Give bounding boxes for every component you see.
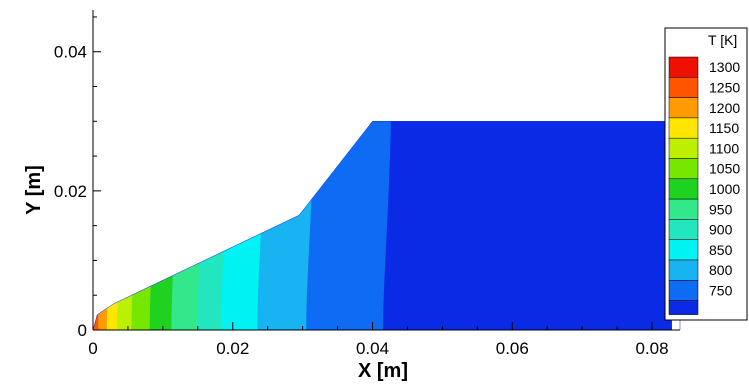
- legend-label: 1200: [709, 100, 740, 116]
- legend-label: 1100: [709, 140, 739, 156]
- axes: 0 0.02 0.04 0.06 0.08 0 0.02 0.04: [54, 10, 680, 358]
- legend-swatch: [668, 219, 699, 240]
- contour-band: [306, 121, 394, 330]
- x-tick-label: 0.02: [216, 339, 249, 358]
- legend-swatch: [668, 178, 699, 200]
- legend-label: 1300: [709, 59, 740, 75]
- temperature-contour-bands: [93, 121, 680, 330]
- legend-swatch: [668, 300, 699, 315]
- legend-label: 1150: [709, 120, 739, 136]
- legend-swatch: [668, 198, 699, 220]
- x-tick-label: 0: [88, 339, 97, 358]
- legend-swatch: [668, 239, 699, 261]
- y-axis-label: Y [m]: [23, 165, 45, 215]
- legend-label: 1250: [709, 79, 740, 95]
- y-tick-label: 0.04: [54, 43, 87, 62]
- x-axis-ticks: 0 0.02 0.04 0.06 0.08: [88, 322, 669, 358]
- legend-entries: 1300 1250 1200 1150 1100 1050 1000 950 900 850 800…: [668, 56, 740, 315]
- y-tick-label: 0.02: [54, 182, 87, 201]
- contour-band: [93, 121, 99, 330]
- legend-label: 850: [709, 242, 733, 258]
- x-tick-label: 0.06: [496, 339, 529, 358]
- contour-band: [98, 121, 115, 330]
- legend-label: 950: [709, 201, 733, 217]
- x-tick-label: 0.08: [636, 339, 669, 358]
- legend-swatch: [668, 117, 699, 139]
- contour-band: [93, 121, 106, 330]
- legend: T [K] 1300 1250 1200 1150 1100 1050 1000 950 900…: [664, 27, 748, 321]
- y-axis-ticks: 0 0.02 0.04: [54, 16, 101, 340]
- legend-label: 750: [709, 282, 733, 298]
- contour-band: [117, 121, 142, 330]
- x-tick-label: 0.04: [356, 339, 389, 358]
- legend-swatch: [668, 97, 699, 119]
- legend-label: 900: [709, 222, 733, 238]
- x-axis-label: X [m]: [358, 360, 408, 382]
- legend-label: 1050: [709, 161, 740, 177]
- legend-title: T [K]: [708, 32, 737, 48]
- legend-label: 1000: [709, 181, 740, 197]
- legend-swatch: [668, 56, 699, 78]
- legend-swatch: [668, 158, 699, 180]
- legend-swatch: [668, 280, 699, 301]
- legend-label: 800: [709, 262, 733, 278]
- legend-swatch: [668, 137, 699, 159]
- legend-swatch: [668, 259, 699, 281]
- contour-band: [106, 121, 127, 330]
- contour-band: [383, 121, 680, 330]
- legend-swatch: [668, 77, 699, 98]
- y-tick-label: 0: [78, 321, 87, 340]
